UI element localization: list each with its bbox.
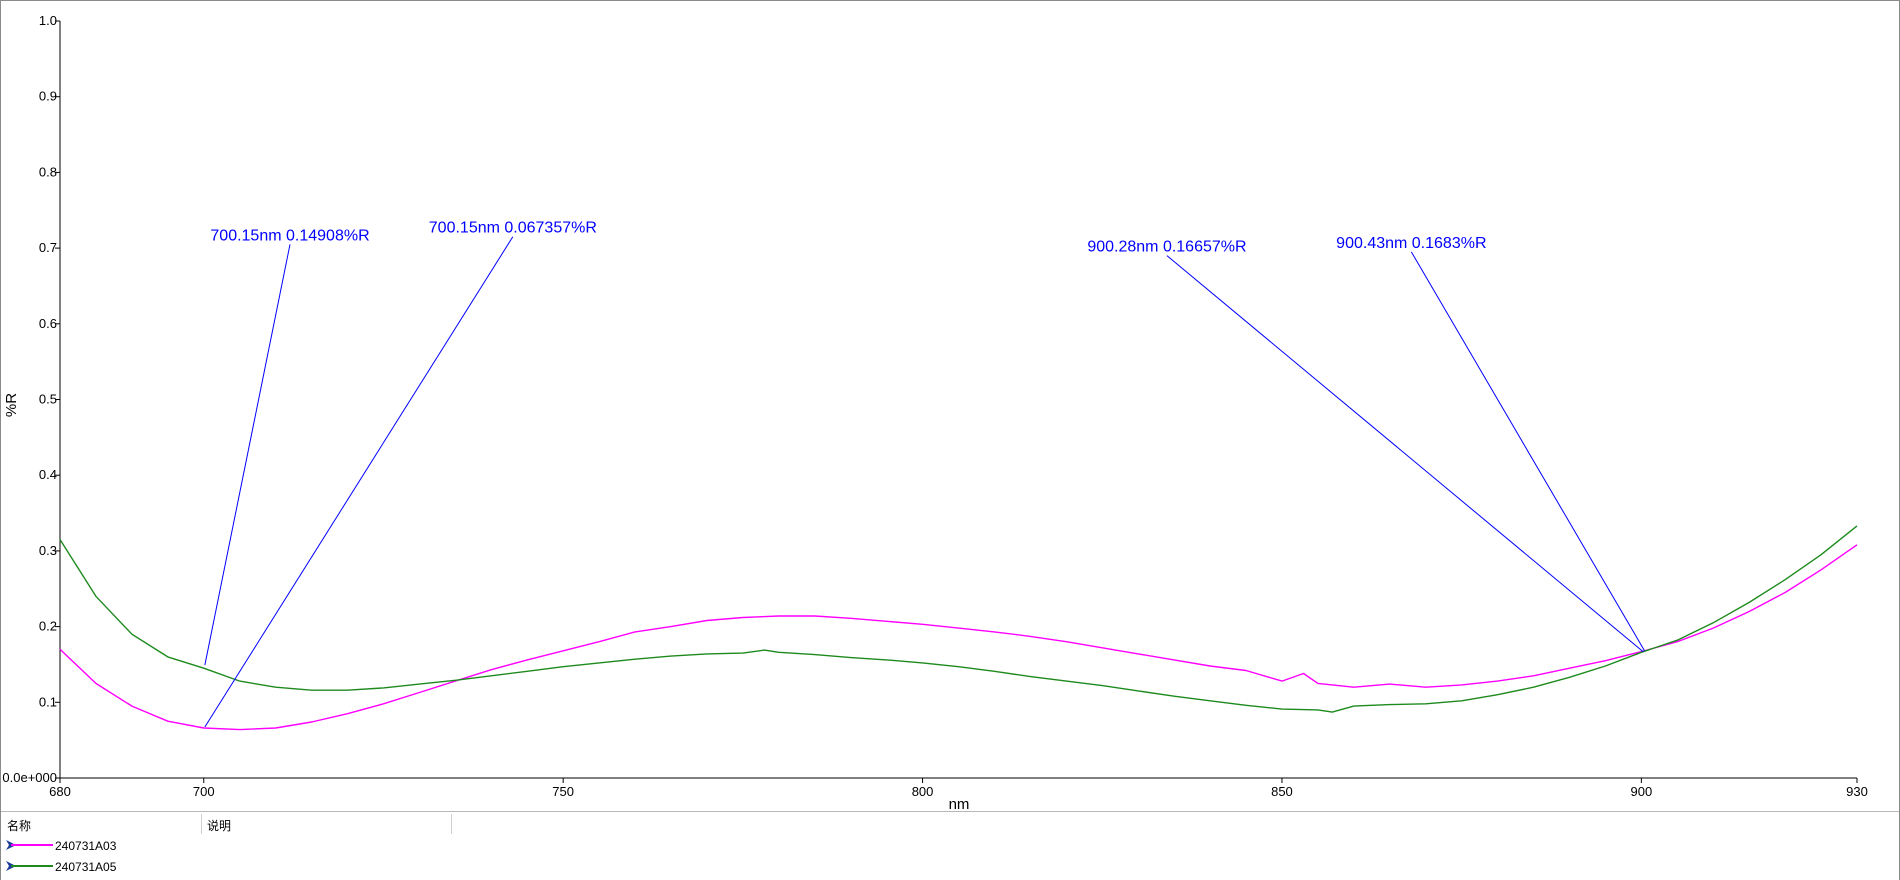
annotation-label: 900.28nm 0.16657%R (1087, 239, 1246, 256)
annotation-leader-line (1410, 251, 1645, 651)
x-tick-label: 930 (1846, 784, 1868, 799)
annotation-label: 700.15nm 0.067357%R (429, 220, 597, 237)
series-lines (59, 525, 1858, 731)
x-tick-label: 900 (1631, 784, 1653, 799)
y-tick-label: 0.1 (39, 694, 57, 709)
spectrum-chart: 680 700 750 800 850 900 930 0.0e+0000.10.20.30… (2, 13, 1868, 809)
annotations: 700.15nm 0.14908%R 700.15nm 0.067357%R 900… (204, 220, 1645, 728)
x-axis-title: nm (949, 796, 970, 809)
legend-panel: 名称 说明 240731A03 240731A05 (1, 811, 1899, 880)
legend-swatch (6, 861, 53, 871)
legend-header-separator[interactable] (451, 814, 452, 834)
y-tick-label: 0.2 (39, 619, 57, 634)
y-tick-label: 0.4 (39, 467, 57, 482)
y-axis-ticks: 0.0e+000 0.1 0.2 0.3 0.4 0.5 0.6 0.7 0.8 0.9 1.0 (2, 13, 60, 785)
x-tick-label: 750 (552, 784, 574, 799)
x-tick-label: 680 (49, 784, 71, 799)
y-tick-label: 1.0 (39, 13, 57, 28)
x-tick-label: 800 (912, 784, 934, 799)
annotation-leader-line (204, 244, 291, 666)
legend-header-separator[interactable] (201, 814, 202, 834)
series-line-1 (59, 544, 1858, 731)
x-axis-ticks: 680 700 750 800 850 900 930 (49, 778, 1868, 799)
y-tick-label: 0.6 (39, 316, 57, 331)
legend-item[interactable]: 240731A03 (1, 836, 401, 856)
annotation-leader-line (204, 236, 514, 728)
y-tick-label: 0.7 (39, 240, 57, 255)
y-tick-label: 0.0e+000 (2, 770, 57, 785)
legend-label: 240731A03 (55, 839, 117, 853)
legend-header: 名称 说明 (1, 812, 1899, 836)
annotation-label: 700.15nm 0.14908%R (210, 227, 369, 244)
series-line-2 (59, 525, 1858, 713)
legend-item[interactable]: 240731A05 (1, 857, 401, 877)
y-tick-label: 0.8 (39, 164, 57, 179)
y-tick-label: 0.3 (39, 543, 57, 558)
y-axis-title: %R (3, 393, 20, 417)
legend-header-name[interactable]: 名称 (7, 819, 32, 833)
x-tick-label: 700 (193, 784, 215, 799)
y-tick-label: 0.9 (39, 89, 57, 104)
legend-label: 240731A05 (55, 860, 117, 874)
legend-header-description[interactable]: 说明 (207, 819, 232, 833)
x-tick-label: 850 (1271, 784, 1293, 799)
y-tick-label: 0.5 (39, 392, 57, 407)
annotation-leader-line (1166, 255, 1644, 653)
annotation-label: 900.43nm 0.1683%R (1336, 235, 1486, 252)
legend-swatch (6, 840, 53, 850)
